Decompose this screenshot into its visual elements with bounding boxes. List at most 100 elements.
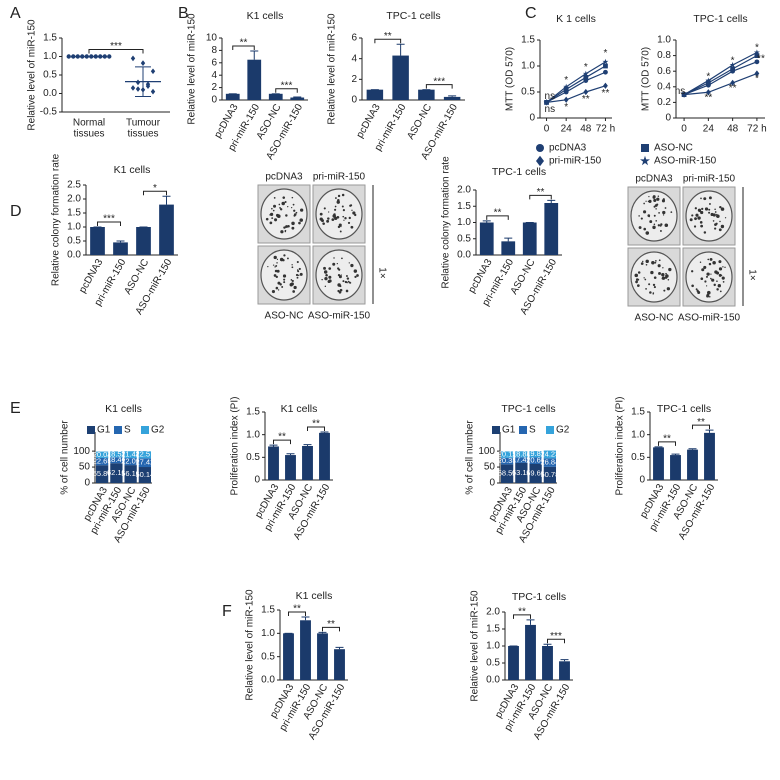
colony [716, 213, 718, 216]
colony [298, 267, 301, 271]
chart-title: K1 cells [281, 403, 318, 415]
error-bar [547, 199, 556, 203]
colony [291, 196, 294, 199]
colony [341, 205, 344, 208]
colony [342, 209, 345, 212]
colony [703, 265, 707, 269]
colony [277, 289, 280, 291]
colony [267, 266, 269, 268]
colony [327, 217, 330, 220]
error-bar [269, 444, 278, 447]
colony [341, 257, 343, 260]
chart-title: K1 cells [296, 590, 333, 602]
colony [635, 278, 639, 281]
marker [145, 83, 151, 89]
legend-label: G2 [556, 425, 570, 436]
error-bar [320, 431, 329, 433]
bar-segment [543, 458, 557, 467]
y-axis-label: Proliferation index (PI) [230, 397, 241, 496]
image-label: pcDNA3 [265, 172, 303, 183]
colony [321, 278, 323, 281]
y-tick-label: 1.0 [521, 61, 535, 72]
colony [648, 215, 650, 218]
y-tick-label: 0.0 [261, 675, 275, 686]
colony [295, 211, 298, 214]
colony [275, 275, 278, 279]
y-tick-label: 1.0 [486, 641, 500, 652]
colony [647, 200, 650, 203]
colony [707, 290, 711, 295]
x-tick-label: 0 [681, 124, 687, 135]
significance-bracket [425, 84, 453, 89]
colony [351, 209, 353, 211]
colony [353, 269, 358, 273]
error-bar [705, 429, 714, 433]
error-bar [116, 240, 125, 243]
annotation: * [564, 102, 568, 113]
marker [705, 80, 711, 86]
colony [706, 272, 710, 276]
y-axis-label: Proliferation index (PI) [615, 397, 626, 496]
colony [708, 203, 711, 205]
line [684, 72, 758, 96]
legend-label: pri-miR-150 [549, 156, 602, 167]
colony [653, 276, 657, 279]
bar [283, 633, 294, 680]
y-tick-label: 50 [79, 462, 91, 473]
colony [353, 212, 355, 214]
significance-bracket [88, 49, 144, 54]
annotation: * [755, 74, 759, 85]
colony [332, 262, 336, 266]
colony [273, 197, 276, 199]
colony [713, 283, 716, 287]
chart-title: TPC-1 cells [693, 13, 747, 25]
y-tick-label: 0.5 [521, 87, 535, 98]
colony [719, 205, 722, 209]
y-tick-label: 0.5 [261, 651, 275, 662]
colony [272, 264, 275, 266]
significance-bracket [97, 221, 121, 226]
colony [275, 286, 279, 290]
y-axis-label: % of cell number [60, 420, 71, 495]
colony [276, 258, 279, 261]
chart-title: TPC-1 cells [492, 166, 546, 178]
x-tick-label: pcDNA3 [355, 102, 383, 140]
bar-segment [110, 457, 123, 464]
y-tick-label: 0.5 [43, 70, 57, 81]
y-tick-label: 10 [206, 33, 218, 44]
colony [653, 223, 656, 226]
colony [350, 204, 353, 207]
bar [90, 227, 105, 255]
bar-segment [500, 457, 514, 465]
colony [291, 279, 294, 283]
plate-well [685, 251, 733, 303]
legend-label: S [124, 425, 131, 436]
image-label: pri-miR-150 [683, 174, 736, 185]
colony [654, 204, 658, 207]
significance-bracket [658, 441, 676, 446]
colony [297, 274, 300, 277]
y-axis-label: % of cell number [465, 420, 476, 495]
colony [347, 221, 351, 225]
colony [706, 294, 710, 298]
image-label: pri-miR-150 [313, 172, 366, 183]
x-tick-label: 72 h [596, 124, 615, 135]
y-tick-label: 1.5 [261, 605, 275, 616]
colony [324, 276, 328, 281]
marker [681, 91, 688, 98]
colony [720, 224, 725, 229]
colony [283, 278, 286, 281]
x-tick-label: Tumour [126, 118, 161, 129]
line [546, 65, 606, 103]
colony [323, 266, 326, 270]
significance-bracket [486, 215, 509, 220]
colony [708, 295, 711, 298]
colony [279, 208, 283, 211]
y-tick-label: 1.5 [631, 407, 645, 418]
colony [662, 210, 666, 215]
colony [645, 263, 648, 266]
annotation: ** [704, 92, 712, 103]
chart-title: TPC-1 cells [657, 403, 711, 415]
legend-label: G1 [502, 425, 516, 436]
y-axis-label: MTT (OD 570) [505, 47, 516, 111]
